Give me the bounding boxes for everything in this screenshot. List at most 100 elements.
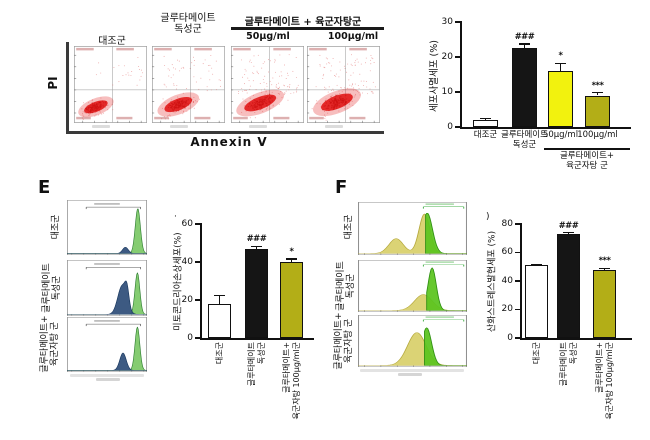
error-cap xyxy=(214,294,225,296)
x-axis xyxy=(520,338,632,340)
y-tick-label: 60 xyxy=(501,247,513,257)
y-tick xyxy=(455,126,460,128)
y-tick xyxy=(195,337,200,339)
gate-label-smudge xyxy=(425,203,454,206)
y-tick-label: 40 xyxy=(501,275,513,286)
axis-caption-smudge xyxy=(96,378,120,381)
error-bar xyxy=(255,246,258,249)
bar-2 xyxy=(280,262,303,338)
quadrant-stats-smudge xyxy=(349,116,366,120)
quadrant-stats-smudge xyxy=(76,116,91,120)
y-tick-label: 30 xyxy=(441,16,453,27)
axis-tick-smudge xyxy=(360,369,464,372)
y-tick-label: 0 xyxy=(507,332,513,343)
x-label: 대조군 xyxy=(531,342,541,365)
x-label: 100μg/ml xyxy=(577,130,618,140)
y-tick-label: 0 xyxy=(187,332,193,343)
ros-bar-chart: 0 20 40 60 80 대조군 ### 글루타메이트 독성군 *** 글루타메이트+ 육군자탕… xyxy=(502,219,632,420)
flow-plot-control xyxy=(74,46,147,123)
y-tick xyxy=(515,251,520,254)
quadrant-stats-smudge xyxy=(233,116,248,120)
x-label: 글루타메이트 독성군 xyxy=(558,342,578,387)
flow-plot-combo-100 xyxy=(307,46,380,123)
gate-label-smudge xyxy=(425,316,454,318)
stray-mark: · xyxy=(174,212,177,222)
error-cap xyxy=(251,245,262,248)
bar-0 xyxy=(473,120,498,127)
hist-f-row3-label: 글루타메이트+ 육군자탕 군 xyxy=(334,312,354,370)
quadrant-stats-smudge xyxy=(349,47,367,51)
annexin-axis-label: Annexin V xyxy=(190,135,268,149)
quadrant-stats-smudge xyxy=(273,47,291,51)
quadrant-stats-smudge xyxy=(116,116,133,120)
hist-e-combo xyxy=(67,317,147,372)
histogram-peak xyxy=(425,213,467,254)
bar-3 xyxy=(585,95,610,127)
y-tick-label: 20 xyxy=(181,294,193,305)
plot-frame xyxy=(307,46,380,123)
panel-f-label: F xyxy=(335,177,348,198)
y-tick xyxy=(195,223,200,225)
x-label: 대조군 xyxy=(473,130,498,140)
quadrant-stats-smudge xyxy=(309,47,327,51)
gate-label-smudge xyxy=(425,261,454,263)
y-tick-label: 10 xyxy=(441,86,453,97)
x-label: 50μg/ml xyxy=(542,130,579,140)
histogram-peak xyxy=(424,327,467,366)
bar-2 xyxy=(548,71,573,127)
flow-plot-glutamate xyxy=(152,46,225,123)
axis-caption-smudge xyxy=(170,125,188,128)
apoptosis-bar-chart: 0 10 20 30 대조군 ### 글루타메이트 독성군 * 50μg/ml *** 100μg/… xyxy=(442,17,631,170)
error-bar xyxy=(559,63,562,71)
hist-f-combo xyxy=(358,315,467,367)
x-label: 글루타메이트 독성군 xyxy=(501,130,548,150)
y-tick xyxy=(515,308,520,311)
error-bar xyxy=(523,44,526,49)
pi-axis-label: PI xyxy=(46,76,60,90)
error-cap xyxy=(555,62,566,65)
y-tick xyxy=(455,91,460,93)
hist-f-glutamate xyxy=(358,260,467,312)
quadrant-stats-smudge xyxy=(233,47,251,51)
x-label: 대조군 xyxy=(214,342,224,365)
axis-caption-smudge xyxy=(398,373,422,376)
flow-y-axis xyxy=(66,42,69,134)
hist-e-glutamate xyxy=(67,260,147,316)
error-cap xyxy=(480,117,491,120)
significance: ### xyxy=(514,32,535,43)
y-tick-label: 80 xyxy=(501,218,513,229)
significance: ### xyxy=(246,234,267,245)
error-cap xyxy=(592,91,603,94)
y-axis xyxy=(200,223,202,340)
stray-mark: ) xyxy=(486,212,490,222)
bar-0 xyxy=(525,265,548,338)
group-underline xyxy=(544,148,630,150)
bar-1 xyxy=(557,233,580,338)
y-tick-label: 20 xyxy=(441,51,453,62)
flow-plot-combo-50 xyxy=(231,46,304,123)
y-tick xyxy=(195,299,200,301)
plot-frame xyxy=(358,202,467,255)
significance: *** xyxy=(598,256,611,267)
quadrant-stats-smudge xyxy=(154,47,172,51)
y-tick-label: 40 xyxy=(181,256,193,267)
x-label: 글루타메이트+ 육군자탕 100μg/ml군 xyxy=(281,342,301,420)
quadrant-stats-smudge xyxy=(194,47,212,51)
significance: * xyxy=(558,51,563,62)
histogram-peak xyxy=(67,246,147,254)
error-bar xyxy=(218,295,221,304)
quadrant-stats-smudge xyxy=(309,116,324,120)
error-cap xyxy=(599,267,610,270)
x-axis xyxy=(200,338,314,340)
y-tick xyxy=(515,223,520,225)
x-label: 글루타메이트 독성군 xyxy=(246,342,266,387)
gate-label-smudge xyxy=(94,263,120,265)
group-bracket-label: 글루타메이트+ 육군자탕 군 xyxy=(559,151,615,171)
dose-100-label: 100μg/ml xyxy=(327,31,379,42)
y-tick xyxy=(455,56,460,58)
x-axis xyxy=(460,127,631,129)
error-bar xyxy=(290,258,293,262)
bar-1 xyxy=(512,48,537,127)
hist-e-row3-label: 글루타메이트+ 육군자탕 군 xyxy=(40,315,60,373)
